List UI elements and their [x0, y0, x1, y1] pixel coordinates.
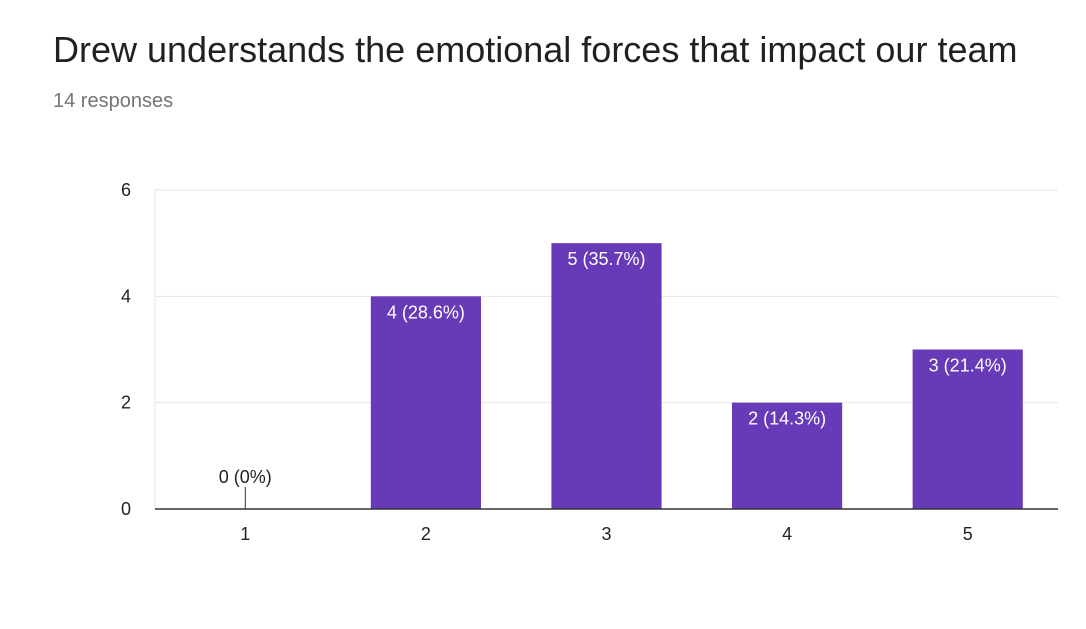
bar[interactable] — [551, 243, 662, 509]
x-tick-label: 3 — [601, 524, 611, 544]
bar[interactable] — [732, 402, 843, 509]
response-count: 14 responses — [53, 90, 174, 112]
y-tick-label: 6 — [121, 180, 131, 200]
data-label: 0 (0%) — [219, 467, 272, 487]
y-tick-label: 2 — [121, 393, 131, 413]
chart-title: Drew understands the emotional forces th… — [53, 29, 1018, 70]
y-tick-label: 4 — [121, 286, 131, 306]
data-label: 2 (14.3%) — [748, 409, 826, 429]
bars: 0 (0%) 4 (28.6%) 5 (35.7%) 2 (14.3%) 3 (21.4… — [219, 243, 1023, 509]
y-axis-ticks: 0 2 4 6 — [121, 180, 131, 519]
x-tick-label: 5 — [963, 524, 973, 544]
x-tick-label: 1 — [240, 524, 250, 544]
x-tick-label: 2 — [421, 524, 431, 544]
data-label: 4 (28.6%) — [387, 302, 465, 322]
data-label: 3 (21.4%) — [929, 356, 1007, 376]
data-label: 5 (35.7%) — [567, 249, 645, 269]
bar[interactable] — [370, 296, 481, 509]
bar[interactable] — [912, 349, 1023, 510]
x-tick-label: 4 — [782, 524, 792, 544]
y-tick-label: 0 — [121, 499, 131, 519]
x-axis-ticks: 1 2 3 4 5 — [155, 508, 1058, 544]
